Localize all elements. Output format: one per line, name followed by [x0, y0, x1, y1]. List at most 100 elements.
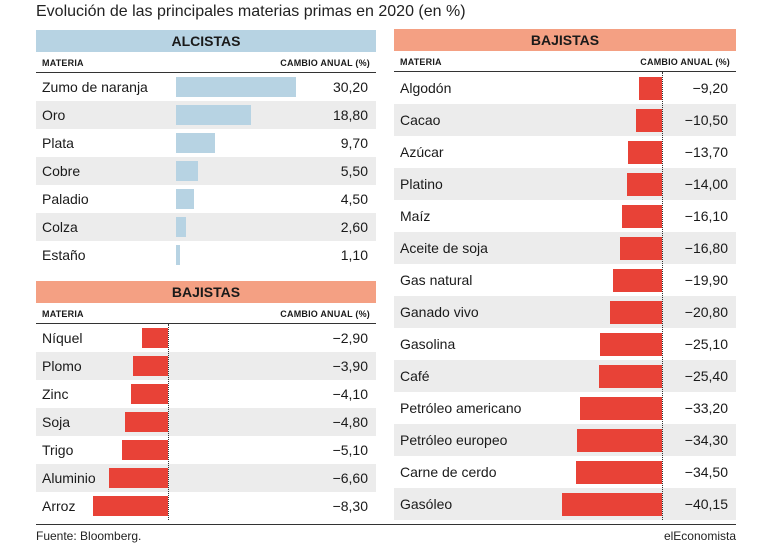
table-row: Carne de cerdo −34,50: [394, 456, 736, 488]
row-label: Ganado vivo: [400, 304, 479, 320]
row-label: Petróleo europeo: [400, 432, 508, 448]
value-label: −13,70: [684, 144, 728, 160]
zero-axis-line: [168, 324, 169, 520]
value-label: 1,10: [340, 247, 368, 263]
table-row: Aluminio −6,60: [36, 464, 376, 492]
table-row: Maíz −16,10: [394, 200, 736, 232]
bar: [108, 468, 168, 488]
bar: [141, 328, 168, 348]
table-row: Colza 2,60: [36, 213, 376, 241]
footer-rule: [36, 524, 736, 525]
value-label: 9,70: [340, 135, 368, 151]
row-label: Soja: [42, 414, 71, 430]
table-row: Zumo de naranja 30,20: [36, 73, 376, 101]
value-label: −9,20: [692, 80, 728, 96]
row-label: Plata: [42, 135, 74, 151]
bar: [176, 189, 194, 209]
row-label: Oro: [42, 107, 66, 123]
table-row: Cobre 5,50: [36, 157, 376, 185]
table-row: Petróleo europeo −34,30: [394, 424, 736, 456]
panel-alcistas: ALCISTAS MATERIA CAMBIO ANUAL (%) Zumo d…: [36, 30, 376, 269]
table-row: Azúcar −13,70: [394, 136, 736, 168]
panel-bajistas-left: BAJISTAS MATERIA CAMBIO ANUAL (%) Níquel…: [36, 281, 376, 520]
bar: [627, 172, 662, 196]
column-header-cambio: CAMBIO ANUAL (%): [280, 58, 370, 68]
panel-header-alcistas: ALCISTAS: [36, 30, 376, 52]
bar: [610, 300, 662, 324]
table-row: Trigo −5,10: [36, 436, 376, 464]
bar: [628, 140, 662, 164]
value-label: −4,80: [332, 414, 368, 430]
row-label: Trigo: [42, 442, 74, 458]
rows-bajistas-right: Algodón −9,20 Cacao −10,50 Azúcar −13,70 Plati…: [394, 72, 736, 520]
value-label: −34,50: [684, 464, 728, 480]
row-label: Colza: [42, 219, 78, 235]
value-label: −25,40: [684, 368, 728, 384]
row-label: Algodón: [400, 80, 452, 96]
row-label: Gas natural: [400, 272, 473, 288]
column-header-materia: MATERIA: [42, 58, 84, 68]
row-label: Gasóleo: [400, 496, 453, 512]
value-label: −40,15: [684, 496, 728, 512]
bar: [576, 460, 662, 484]
bar: [176, 105, 251, 125]
value-label: 4,50: [340, 191, 368, 207]
table-row: Níquel −2,90: [36, 324, 376, 352]
bar: [131, 384, 168, 404]
brand-logo: elEconomista: [663, 529, 736, 543]
row-label: Aceite de soja: [400, 240, 488, 256]
bar: [122, 440, 168, 460]
bar: [176, 245, 181, 265]
value-label: −4,10: [332, 386, 368, 402]
rows-bajistas-left: Níquel −2,90 Plomo −3,90 Zinc −4,10 Soja −4,80 T…: [36, 324, 376, 520]
bar: [622, 204, 662, 228]
bar: [176, 161, 198, 181]
table-row: Algodón −9,20: [394, 72, 736, 104]
value-label: −6,60: [332, 470, 368, 486]
table-row: Gas natural −19,90: [394, 264, 736, 296]
bar: [176, 217, 187, 237]
row-label: Aluminio: [42, 470, 96, 486]
bar: [132, 356, 168, 376]
row-label: Plomo: [42, 358, 82, 374]
row-label: Maíz: [400, 208, 431, 224]
table-row: Arroz −8,30: [36, 492, 376, 520]
row-label: Zinc: [42, 386, 69, 402]
table-row: Paladio 4,50: [36, 185, 376, 213]
column-header: MATERIA CAMBIO ANUAL (%): [36, 303, 376, 324]
column-header-cambio: CAMBIO ANUAL (%): [280, 309, 370, 319]
value-label: −8,30: [332, 498, 368, 514]
value-label: 18,80: [332, 107, 368, 123]
row-label: Petróleo americano: [400, 400, 522, 416]
row-label: Zumo de naranja: [42, 79, 148, 95]
row-label: Cobre: [42, 163, 81, 179]
value-label: −25,10: [684, 336, 728, 352]
bar: [176, 77, 296, 97]
value-label: −16,80: [684, 240, 728, 256]
table-row: Gasolina −25,10: [394, 328, 736, 360]
panel-header-bajistas-right: BAJISTAS: [394, 29, 736, 51]
row-label: Azúcar: [400, 144, 444, 160]
table-row: Petróleo americano −33,20: [394, 392, 736, 424]
row-label: Café: [400, 368, 430, 384]
table-row: Soja −4,80: [36, 408, 376, 436]
table-row: Cacao −10,50: [394, 104, 736, 136]
table-row: Platino −14,00: [394, 168, 736, 200]
table-row: Plata 9,70: [36, 129, 376, 157]
table-row: Plomo −3,90: [36, 352, 376, 380]
row-label: Arroz: [42, 498, 76, 514]
row-label: Estaño: [42, 247, 86, 263]
row-label: Carne de cerdo: [400, 464, 497, 480]
column-header-materia: MATERIA: [42, 309, 84, 319]
bar: [639, 76, 662, 100]
bar: [176, 133, 215, 153]
rows-alcistas: Zumo de naranja 30,20 Oro 18,80 Plata 9,70 Cob…: [36, 73, 376, 269]
bar: [620, 236, 662, 260]
column-header: MATERIA CAMBIO ANUAL (%): [394, 51, 736, 72]
table-row: Gasóleo −40,15: [394, 488, 736, 520]
bar: [599, 364, 662, 388]
bar: [599, 332, 662, 356]
table-row: Estaño 1,10: [36, 241, 376, 269]
value-label: 5,50: [340, 163, 368, 179]
value-label: −10,50: [684, 112, 728, 128]
